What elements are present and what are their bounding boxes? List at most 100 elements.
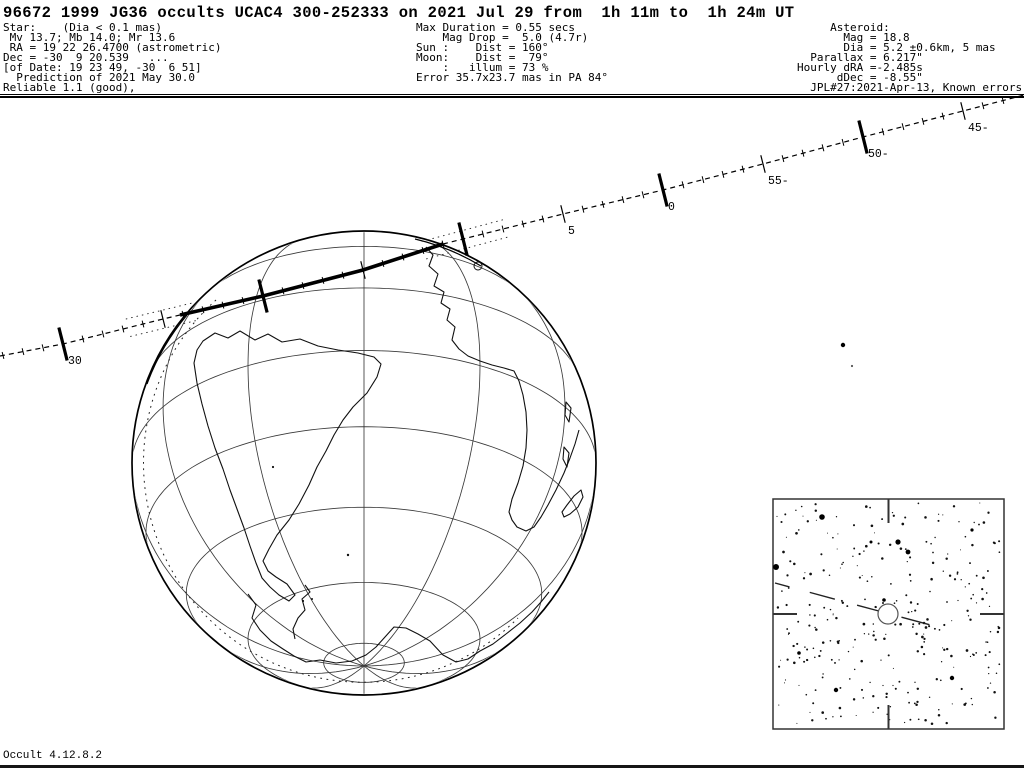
star-dot bbox=[969, 562, 971, 565]
path-limit-limb-west bbox=[146, 314, 188, 385]
star-dot bbox=[909, 601, 913, 604]
star-dot bbox=[795, 509, 797, 512]
star-dot bbox=[923, 653, 926, 656]
star-dot bbox=[841, 601, 845, 605]
star-dot bbox=[839, 686, 842, 689]
star-dot bbox=[887, 654, 890, 657]
star-dot bbox=[971, 703, 973, 706]
star-dot bbox=[993, 542, 996, 545]
time-tick bbox=[701, 176, 705, 184]
star-dot bbox=[787, 633, 789, 636]
time-tick bbox=[257, 279, 269, 313]
star-dot bbox=[874, 605, 877, 609]
star-dot bbox=[840, 599, 843, 602]
star-dot bbox=[916, 687, 920, 691]
star-dot bbox=[839, 567, 841, 569]
star-dot bbox=[986, 570, 989, 572]
time-tick bbox=[641, 191, 645, 199]
star-dot bbox=[814, 689, 817, 692]
time-tick bbox=[141, 320, 145, 328]
star-dot bbox=[934, 536, 936, 539]
star-dot bbox=[925, 540, 928, 543]
star-dot bbox=[915, 632, 918, 636]
star-dot bbox=[889, 719, 891, 721]
star-dot bbox=[781, 590, 783, 592]
star-dot bbox=[798, 656, 801, 659]
star-dot bbox=[780, 659, 782, 661]
star-dot bbox=[909, 556, 912, 559]
time-tick bbox=[1001, 96, 1005, 105]
time-tick bbox=[81, 335, 85, 343]
time-tick bbox=[360, 261, 366, 279]
time-tick bbox=[601, 200, 605, 208]
star-dot bbox=[818, 654, 821, 658]
star-dot bbox=[937, 713, 941, 717]
star-dot bbox=[969, 618, 972, 621]
star-dot bbox=[880, 659, 882, 661]
star-dot bbox=[892, 514, 895, 517]
bright-star-dot bbox=[949, 675, 955, 681]
time-tick bbox=[1, 351, 5, 359]
finder-chart-inset bbox=[772, 498, 1005, 730]
star-dot bbox=[842, 561, 845, 564]
time-tick bbox=[741, 165, 745, 173]
time-tick-label: 50- bbox=[868, 148, 889, 161]
star-dot bbox=[860, 688, 864, 691]
star-dot bbox=[928, 625, 931, 628]
star-dot bbox=[837, 641, 840, 645]
time-tick bbox=[101, 330, 105, 338]
star-dot bbox=[784, 513, 787, 516]
star-dot bbox=[800, 505, 803, 508]
star-dot bbox=[805, 693, 808, 696]
star-dot bbox=[793, 661, 796, 665]
star-dot bbox=[964, 535, 967, 538]
east-africa-sliver bbox=[562, 446, 570, 468]
star-dot bbox=[786, 628, 789, 630]
path-dashed-west bbox=[0, 314, 181, 357]
island-speck bbox=[203, 291, 205, 293]
star-dot bbox=[942, 514, 944, 516]
time-tick bbox=[941, 112, 945, 120]
star-dot bbox=[937, 513, 940, 515]
star-dot bbox=[811, 719, 814, 722]
star-dot bbox=[822, 673, 824, 675]
time-tick bbox=[121, 325, 125, 333]
star-dot bbox=[923, 637, 926, 641]
star-dot bbox=[987, 666, 990, 669]
star-dot bbox=[873, 630, 875, 633]
star-dot bbox=[965, 649, 969, 652]
window-bottom-edge bbox=[0, 765, 1024, 768]
star-dot bbox=[862, 622, 866, 626]
star-dot bbox=[869, 681, 871, 684]
star-dot bbox=[979, 502, 981, 504]
star-dot bbox=[970, 597, 973, 600]
star-dot bbox=[804, 572, 806, 574]
star-dot bbox=[913, 702, 916, 705]
time-tick bbox=[41, 344, 45, 352]
star-dot bbox=[899, 547, 903, 550]
time-tick bbox=[321, 276, 325, 284]
star-dot bbox=[832, 536, 834, 539]
star-dot bbox=[882, 602, 884, 604]
globe bbox=[131, 230, 597, 696]
time-tick bbox=[981, 102, 985, 110]
star-dot bbox=[888, 543, 892, 547]
time-tick bbox=[181, 310, 185, 318]
star-dot bbox=[945, 557, 948, 560]
star-dot bbox=[838, 706, 842, 710]
star-dot bbox=[854, 638, 856, 641]
time-tick bbox=[281, 287, 285, 295]
star-dot bbox=[793, 562, 796, 566]
star-dot bbox=[975, 574, 978, 577]
star-dot bbox=[972, 593, 974, 596]
time-tick bbox=[241, 297, 245, 305]
bright-star-dot bbox=[819, 514, 825, 520]
star-dot bbox=[984, 654, 987, 657]
star-dot bbox=[914, 681, 916, 683]
south-america-coast bbox=[193, 330, 382, 602]
star-dot bbox=[996, 630, 1000, 634]
star-dot bbox=[960, 687, 963, 691]
globe-limb bbox=[131, 230, 597, 696]
star-dot bbox=[912, 623, 915, 626]
star-dot bbox=[806, 648, 809, 651]
